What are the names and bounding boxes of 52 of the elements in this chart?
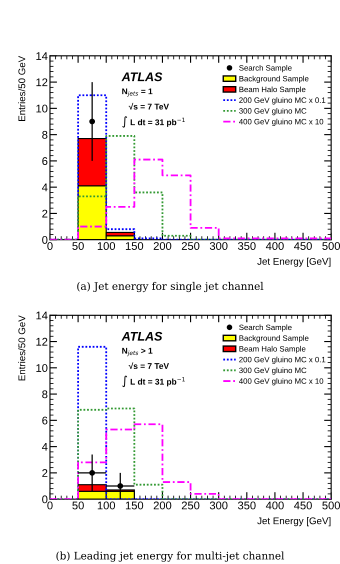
y-tick-label: 8 <box>42 390 48 398</box>
y-tick-label: 10 <box>36 364 48 372</box>
x-tick-label: 350 <box>238 242 256 250</box>
x-tick-label: 350 <box>238 502 256 510</box>
x-tick-label: 250 <box>182 242 200 250</box>
annotation: √s = 7 TeV <box>128 102 169 110</box>
y-tick-label: 0 <box>42 495 48 504</box>
x-tick-label: 400 <box>266 502 284 510</box>
annotation: √s = 7 TeV <box>128 362 169 370</box>
annotation: ATLAS <box>121 72 162 82</box>
y-tick-label: 14 <box>36 312 48 320</box>
x-tick-label: 50 <box>72 242 84 250</box>
x-tick-label: 300 <box>210 502 228 510</box>
x-tick-label: 200 <box>154 502 172 510</box>
y-tick-label: 12 <box>36 338 48 346</box>
x-tick-label: 150 <box>126 242 144 250</box>
y-tick-label: 6 <box>42 416 48 424</box>
annotation: ∫ L dt = 31 pb$^{−1}$ <box>122 116 185 128</box>
x-tick-label: 200 <box>154 242 172 250</box>
x-tick-label: 0 <box>47 502 53 510</box>
y-tick-label: 10 <box>36 104 48 113</box>
x-tick-label: 400 <box>266 242 284 250</box>
annotation: N$_{jets}$ = 1 <box>122 88 152 97</box>
y-tick-label: 4 <box>42 184 48 192</box>
y-tick-label: 4 <box>42 442 48 451</box>
y-tick-label: 12 <box>36 78 48 86</box>
y-tick-label: 2 <box>42 210 48 218</box>
x-tick-label: 150 <box>126 502 144 510</box>
annotation: ATLAS <box>121 332 162 341</box>
text: (a) Jet energy for single jet channel <box>77 282 264 292</box>
annotation: N$_{jets}$ > 1 <box>122 348 152 356</box>
y-tick-label: 8 <box>42 130 48 139</box>
x-axis-title: Jet Energy [GeV] <box>257 258 330 267</box>
y-tick-label: 2 <box>42 469 48 477</box>
x-tick-label: 100 <box>98 242 116 250</box>
y-tick-label: 0 <box>42 236 48 244</box>
x-tick-label: 450 <box>294 242 312 250</box>
x-tick-label: 50 <box>72 502 84 510</box>
y-tick-label: 14 <box>36 52 48 60</box>
text: (b) Leading jet energy for multi-jet channel <box>56 552 284 562</box>
x-tick-label: 100 <box>98 502 116 510</box>
y-axis-title: Entries/50 GeV <box>18 56 26 121</box>
x-tick-label: 0 <box>47 242 53 250</box>
y-axis-title: Entries/50 GeV <box>18 315 26 380</box>
annotation: ∫ L dt = 31 pb$^{−1}$ <box>122 376 185 388</box>
x-tick-label: 450 <box>294 502 312 510</box>
y-tick-label: 6 <box>42 157 48 166</box>
x-tick-label: 300 <box>210 242 228 250</box>
x-tick-label: 500 <box>322 242 340 250</box>
x-tick-label: 250 <box>182 502 200 510</box>
x-axis-title: Jet Energy [GeV] <box>257 517 330 526</box>
x-tick-label: 500 <box>322 502 340 510</box>
